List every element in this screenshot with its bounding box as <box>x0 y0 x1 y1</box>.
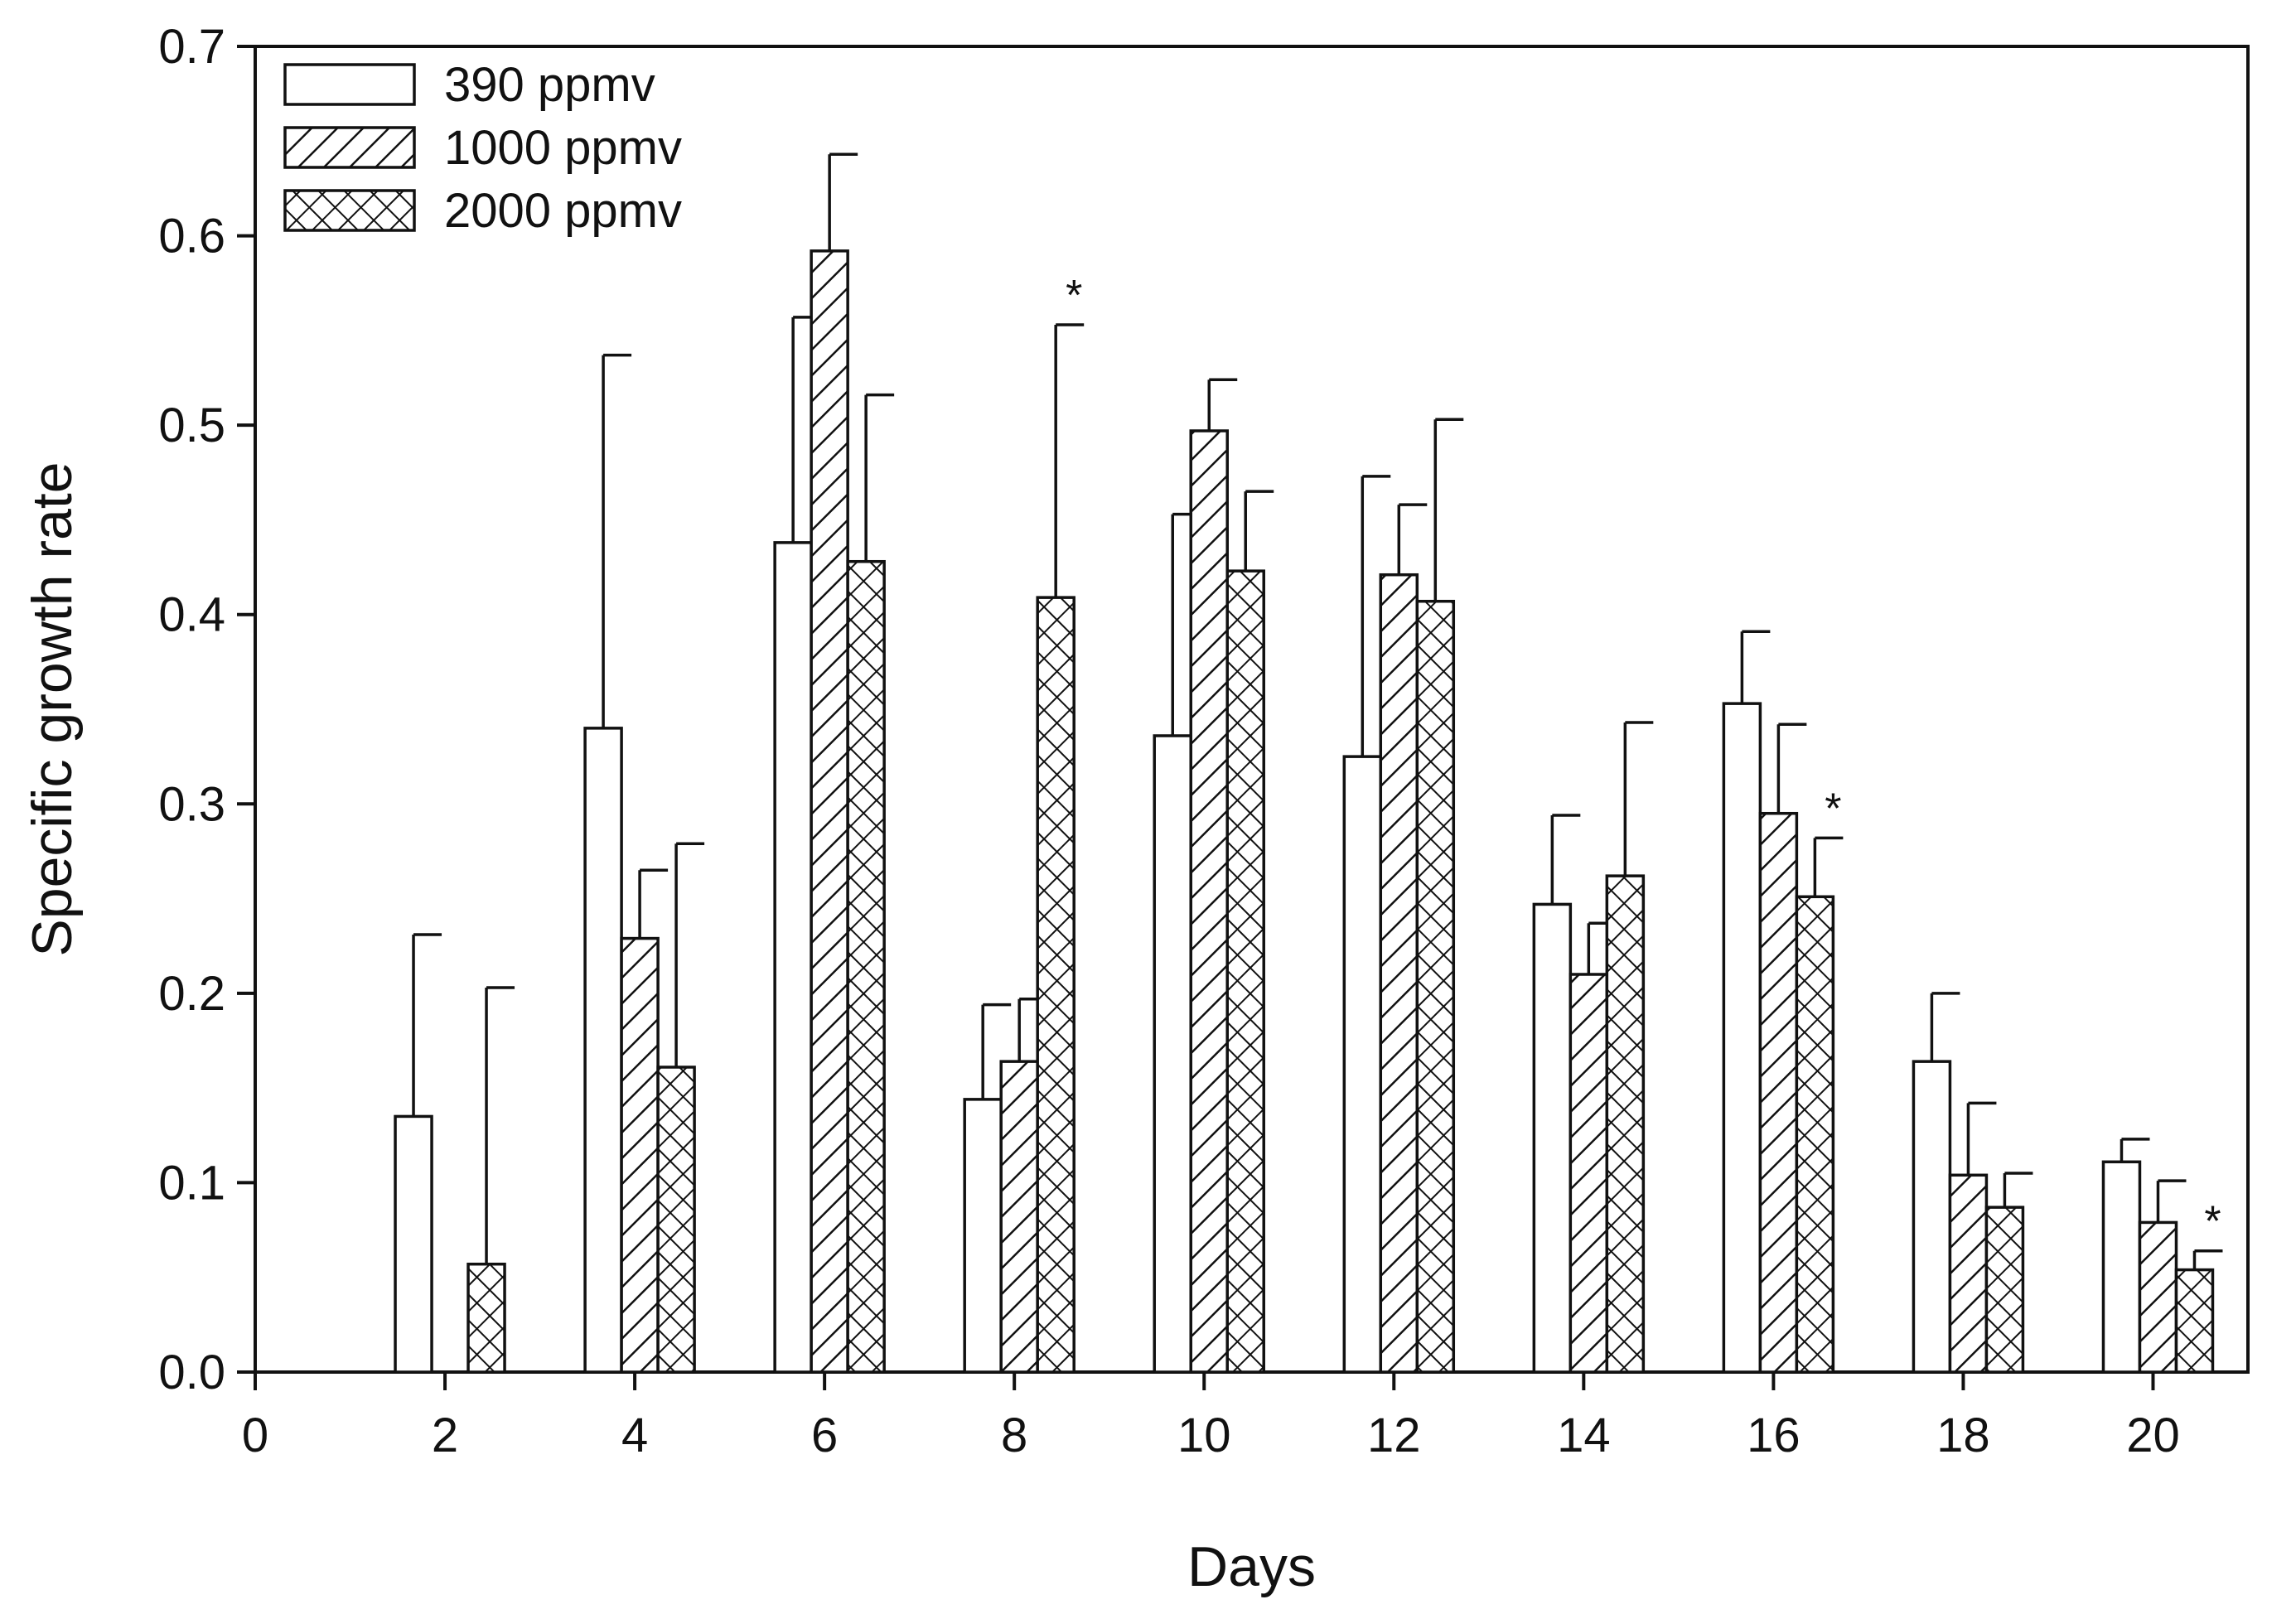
significance-marker: * <box>2204 1198 2221 1246</box>
x-axis-title: Days <box>1187 1535 1316 1598</box>
legend-label: 1000 ppmv <box>444 121 682 175</box>
bar-crosshatched-day-6 <box>846 559 886 1374</box>
bar-open-day-10 <box>1153 734 1192 1374</box>
bar-open-day-6 <box>773 541 813 1374</box>
y-tick-label: 0.2 <box>158 967 225 1021</box>
x-tick-label: 6 <box>811 1409 838 1462</box>
bar-crosshatched-day-8 <box>1036 596 1075 1374</box>
x-tick-label: 0 <box>242 1409 268 1462</box>
y-tick-label: 0.3 <box>158 777 225 831</box>
y-tick-label: 0.6 <box>158 210 225 263</box>
bar-crosshatched-day-14 <box>1605 874 1646 1374</box>
legend-swatch-hatched <box>283 126 416 169</box>
x-tick-label: 18 <box>1936 1409 1990 1462</box>
legend-swatch-crosshatched <box>283 189 416 232</box>
y-tick-label: 0.5 <box>158 399 225 452</box>
x-tick-label: 14 <box>1557 1409 1611 1462</box>
x-tick-label: 10 <box>1177 1409 1231 1462</box>
y-tick-label: 0.0 <box>158 1346 225 1399</box>
legend-label: 2000 ppmv <box>444 184 682 238</box>
y-tick-label: 0.7 <box>158 20 225 74</box>
x-tick-label: 20 <box>2126 1409 2180 1462</box>
plot-area: 0.0 0.1 0.2 0.3 0.4 0.5 0.6 0.7 0 2 4 6 8 10 12 14 16 18 2… <box>21 20 2250 1598</box>
bar-open-day-18 <box>1912 1060 1952 1374</box>
x-tick-label: 8 <box>1001 1409 1027 1462</box>
bar-hatched-day-12 <box>1379 573 1419 1374</box>
legend-swatch-open <box>283 63 416 106</box>
x-tick-label: 12 <box>1367 1409 1421 1462</box>
bar-hatched-day-14 <box>1569 973 1609 1374</box>
bar-hatched-day-16 <box>1758 811 1799 1374</box>
bar-hatched-day-18 <box>1948 1173 1989 1374</box>
y-axis-title: Specific growth rate <box>21 461 84 956</box>
bar-open-day-16 <box>1722 702 1762 1374</box>
bar-crosshatched-day-18 <box>1984 1206 2025 1374</box>
bar-crosshatched-day-2 <box>466 1262 506 1374</box>
legend-label: 390 ppmv <box>444 58 655 112</box>
y-tick-label: 0.1 <box>158 1156 225 1210</box>
bar-crosshatched-day-4 <box>656 1066 696 1374</box>
x-tick-label: 4 <box>621 1409 648 1462</box>
bar-hatched-day-6 <box>810 249 849 1374</box>
bar-open-day-4 <box>583 727 623 1374</box>
bar-open-day-14 <box>1532 902 1573 1374</box>
bar-crosshatched-day-20 <box>2174 1268 2215 1374</box>
bar-crosshatched-day-12 <box>1415 599 1456 1374</box>
bar-open-day-12 <box>1342 755 1383 1374</box>
y-tick-label: 0.4 <box>158 588 225 642</box>
significance-marker: * <box>1066 272 1082 320</box>
significance-marker: * <box>1825 785 1841 833</box>
x-tick-label: 2 <box>432 1409 458 1462</box>
bar-open-day-20 <box>2101 1160 2142 1374</box>
bar-open-day-2 <box>394 1114 433 1374</box>
bar-crosshatched-day-10 <box>1225 569 1265 1374</box>
bar-crosshatched-day-16 <box>1795 895 1835 1374</box>
bar-hatched-day-8 <box>999 1060 1039 1374</box>
bar-open-day-8 <box>963 1098 1003 1374</box>
x-tick-label: 16 <box>1747 1409 1801 1462</box>
bar-hatched-day-10 <box>1189 429 1229 1374</box>
bar-hatched-day-4 <box>620 936 660 1374</box>
bar-hatched-day-20 <box>2138 1220 2178 1374</box>
